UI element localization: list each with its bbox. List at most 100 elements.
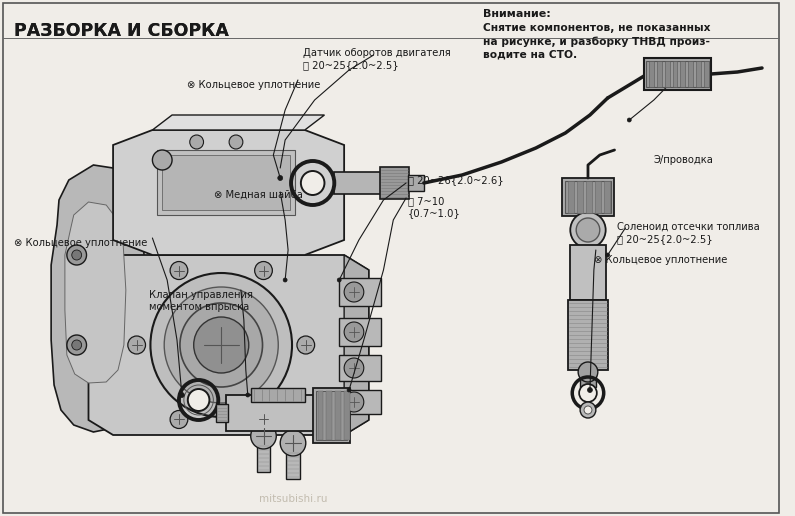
Text: Э/проводка: Э/проводка [653, 155, 714, 165]
Circle shape [180, 303, 262, 387]
Circle shape [606, 253, 610, 257]
Bar [644, 58, 711, 90]
Bar [344, 391, 350, 440]
Circle shape [347, 388, 351, 392]
Bar [216, 404, 228, 422]
Bar [339, 390, 381, 414]
Polygon shape [51, 165, 148, 432]
Bar [704, 61, 709, 87]
Circle shape [194, 317, 249, 373]
Text: ⊗ Медная шайба: ⊗ Медная шайба [215, 190, 303, 200]
Text: Внимание:: Внимание: [483, 9, 551, 19]
Bar [339, 355, 381, 381]
Bar [649, 61, 653, 87]
Bar [339, 318, 381, 346]
Circle shape [170, 262, 188, 280]
Circle shape [254, 262, 273, 280]
Text: ⊗ Кольцевое уплотнение: ⊗ Кольцевое уплотнение [187, 80, 320, 90]
Bar [162, 155, 290, 210]
Text: {0.7~1.0}: {0.7~1.0} [408, 208, 461, 218]
Circle shape [578, 362, 598, 382]
Text: ⊗ Кольцевое уплотнение: ⊗ Кольцевое уплотнение [594, 255, 727, 265]
Text: ⊗ Кольцевое уплотнение: ⊗ Кольцевое уплотнение [14, 238, 147, 248]
Polygon shape [113, 130, 344, 255]
Bar [586, 181, 592, 213]
Circle shape [297, 336, 315, 354]
Text: водите на СТО.: водите на СТО. [483, 49, 577, 59]
Circle shape [128, 336, 145, 354]
Bar [157, 150, 295, 215]
Circle shape [254, 411, 273, 428]
Bar [226, 395, 315, 431]
Text: Соленоид отсечки топлива: Соленоид отсечки топлива [618, 222, 760, 232]
Bar [673, 61, 677, 87]
Circle shape [170, 411, 188, 428]
Circle shape [153, 150, 172, 170]
Text: ⎗ 20~25{2.0~2.5}: ⎗ 20~25{2.0~2.5} [303, 60, 398, 70]
Circle shape [250, 423, 277, 449]
Text: ⎗ 7~10: ⎗ 7~10 [408, 196, 444, 206]
Bar [312, 388, 350, 443]
Bar [657, 61, 661, 87]
Bar [603, 181, 610, 213]
Circle shape [584, 406, 592, 414]
Bar [335, 172, 382, 194]
Bar [646, 61, 709, 87]
Circle shape [627, 118, 631, 122]
Circle shape [344, 282, 364, 302]
Circle shape [229, 135, 242, 149]
Bar [688, 61, 693, 87]
Bar [335, 391, 341, 440]
Circle shape [277, 175, 283, 181]
Bar [257, 444, 270, 472]
Circle shape [280, 430, 306, 456]
Circle shape [283, 278, 287, 282]
Bar [681, 61, 685, 87]
Bar [286, 451, 300, 479]
Text: Датчик оборотов двигателя: Датчик оборотов двигателя [303, 48, 451, 58]
Polygon shape [344, 255, 369, 435]
Circle shape [246, 393, 250, 397]
Circle shape [190, 135, 204, 149]
Polygon shape [153, 115, 324, 130]
Text: на рисунке, и разборку ТНВД произ-: на рисунке, и разборку ТНВД произ- [483, 36, 710, 46]
Circle shape [570, 212, 606, 248]
Circle shape [72, 250, 82, 260]
Bar [665, 61, 669, 87]
Text: РАЗБОРКА И СБОРКА: РАЗБОРКА И СБОРКА [14, 22, 229, 40]
Circle shape [67, 245, 87, 265]
Text: РАЗБОРКА И СБОРКА: РАЗБОРКА И СБОРКА [14, 22, 229, 40]
Bar [580, 372, 595, 387]
Circle shape [344, 322, 364, 342]
Circle shape [150, 273, 292, 417]
Text: Снятие компонентов, не показанных: Снятие компонентов, не показанных [483, 23, 711, 33]
Circle shape [165, 287, 278, 403]
Circle shape [576, 218, 599, 242]
Circle shape [344, 358, 364, 378]
Bar [568, 181, 574, 213]
Bar [250, 388, 304, 402]
Bar [327, 391, 332, 440]
Circle shape [72, 340, 82, 350]
Text: ⎗ 20~25{2.0~2.5}: ⎗ 20~25{2.0~2.5} [618, 234, 713, 244]
Text: mitsubishi.ru: mitsubishi.ru [259, 494, 328, 504]
Bar [317, 391, 324, 440]
Bar [577, 181, 583, 213]
Bar [568, 300, 607, 370]
Bar [339, 278, 381, 306]
Polygon shape [88, 255, 369, 435]
Bar [316, 391, 347, 440]
Circle shape [580, 402, 595, 418]
Bar [408, 175, 424, 191]
Polygon shape [65, 202, 126, 383]
Bar [595, 181, 601, 213]
Circle shape [180, 393, 184, 397]
Bar [562, 178, 614, 216]
Circle shape [579, 384, 597, 402]
Bar [379, 167, 409, 199]
Circle shape [67, 335, 87, 355]
Text: Клапан управления: Клапан управления [149, 290, 254, 300]
Bar [565, 181, 611, 213]
Bar [570, 245, 606, 300]
Circle shape [344, 392, 364, 412]
